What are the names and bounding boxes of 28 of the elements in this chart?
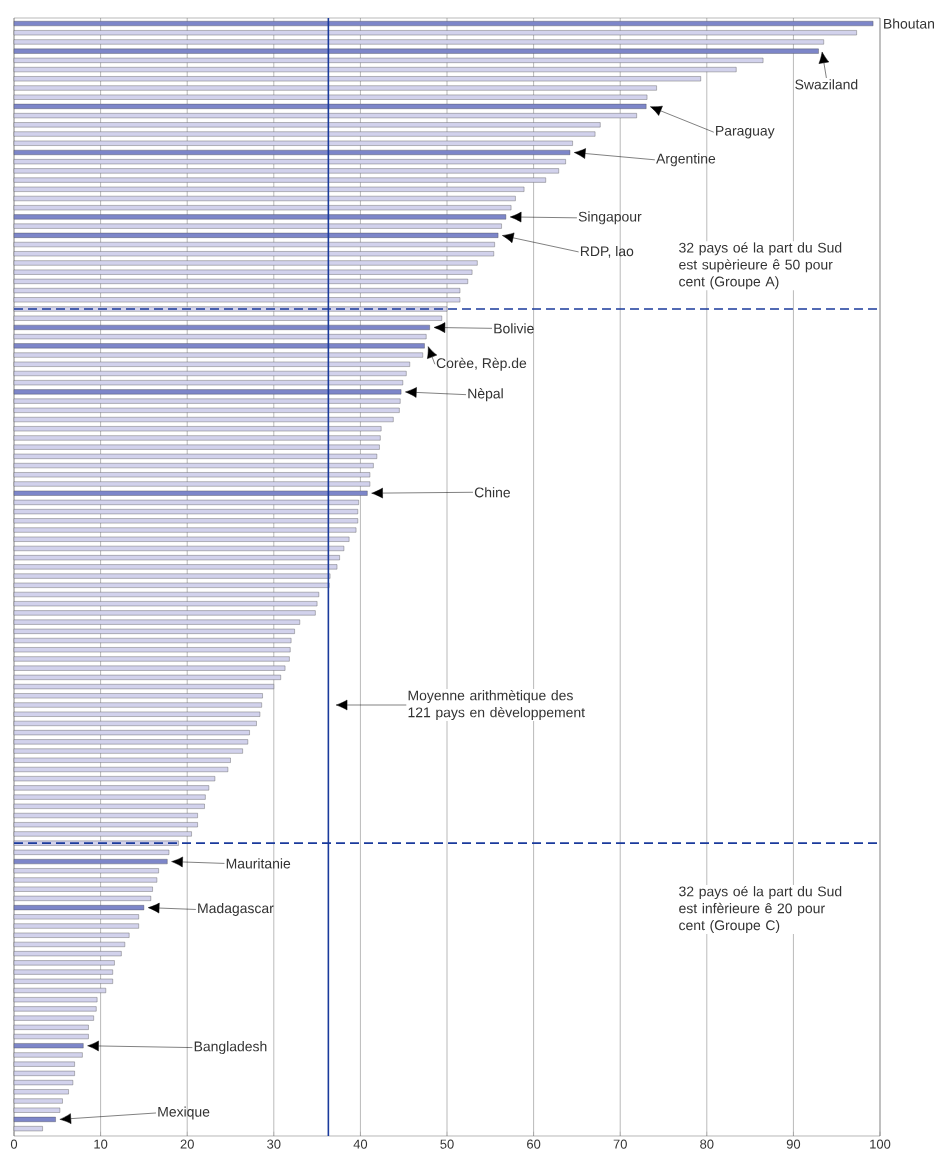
annotation: Mexique	[158, 1106, 210, 1120]
annotation: Moyenne arithmètique des 121 pays en dèveloppement	[408, 689, 585, 721]
annotation: 32 pays oé la part du Sud est supèrieure ê 50 pour cent (Groupe A)	[679, 242, 842, 290]
x-tick-label: 60	[527, 1139, 541, 1149]
annotation: Madagascar	[198, 902, 274, 916]
x-tick-label: 90	[786, 1139, 801, 1149]
x-tick-label: 80	[700, 1139, 714, 1149]
annotation: Swaziland	[795, 79, 858, 90]
x-tick-label: 100	[870, 1139, 891, 1149]
x-tick-label: 30	[267, 1139, 281, 1149]
x-tick-label: 0	[10, 1139, 18, 1149]
text: Bhoutan	[884, 18, 934, 29]
x-tick-label: 70	[613, 1139, 627, 1149]
x-tick-label: 40	[353, 1139, 368, 1149]
annotation: Paraguay	[716, 125, 775, 139]
annotation: Mauritanie	[226, 858, 291, 869]
annotation: Singapour	[578, 211, 642, 225]
annotation: Chine	[474, 487, 510, 498]
annotation: Bolivie	[494, 323, 534, 334]
x-tick-label: 20	[180, 1139, 194, 1149]
annotation: Nèpal	[468, 388, 503, 402]
x-tick-label: 10	[94, 1139, 108, 1149]
annotation: Bangladesh	[194, 1041, 267, 1055]
annotation: Argentine	[656, 153, 716, 167]
annotation: RDP, lao	[580, 245, 634, 258]
annotation: Corèe, Rèp.de	[436, 357, 527, 371]
annotation: 32 pays oé la part du Sud est infèrieure ê 20 pour cent (Groupe C)	[679, 885, 842, 933]
x-tick-label: 50	[440, 1139, 454, 1149]
